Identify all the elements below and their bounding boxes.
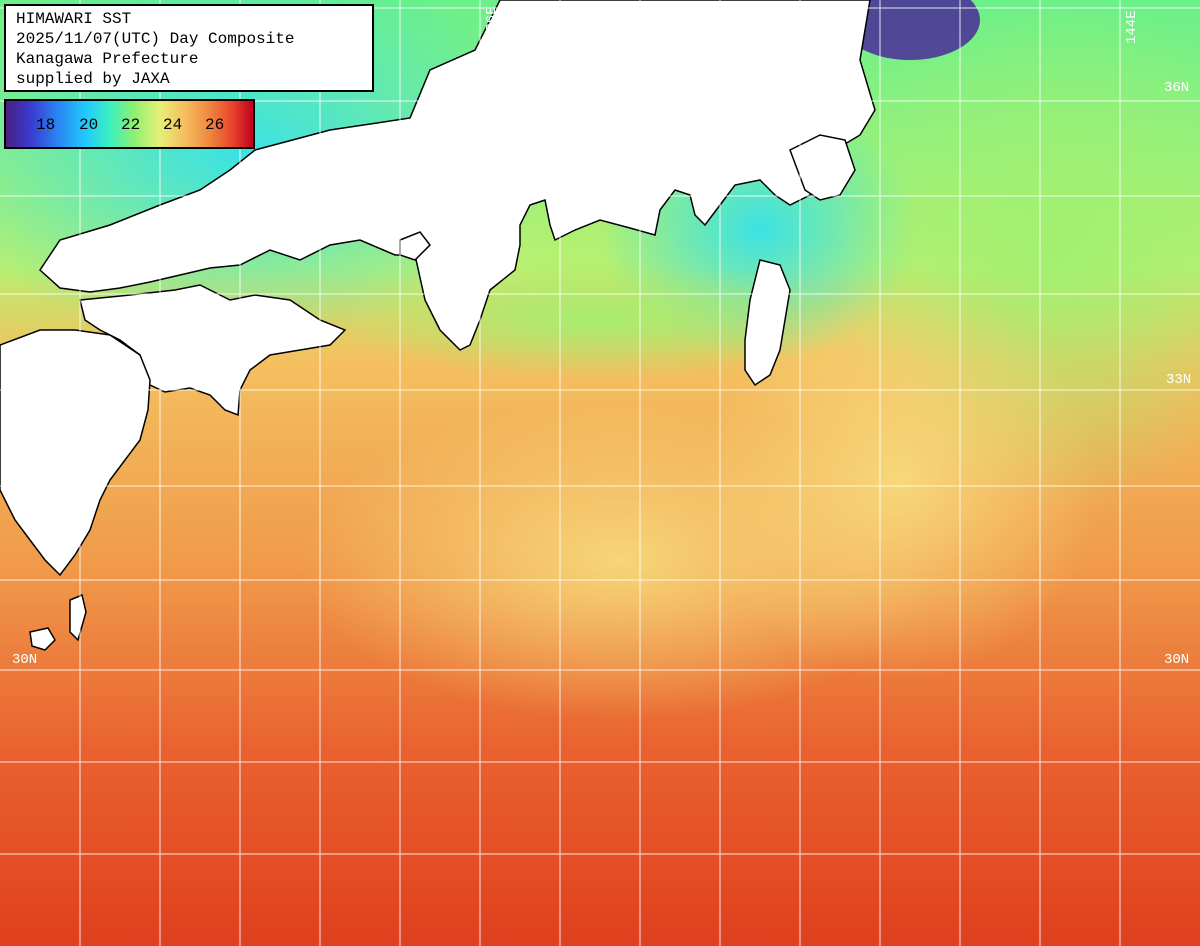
legend-tick-20: 20 [79,116,99,134]
lat-label-33n: 33N [1166,372,1192,388]
title-date: 2025/11/07(UTC) Day Composite [16,30,295,48]
lat-label-30n-left: 30N [12,652,38,668]
lat-label-36n: 36N [1164,80,1190,96]
legend-tick-26: 26 [205,116,225,134]
land-masses [0,0,876,651]
legend-tick-22: 22 [121,116,141,134]
title-credit: supplied by JAXA [16,70,170,88]
title-block: HIMAWARI SST 2025/11/07(UTC) Day Composi… [4,4,374,92]
lon-label-136e: 136E [484,6,500,40]
cold-eddy-ne [840,0,980,60]
color-legend: 18 20 22 24 26 [4,99,255,149]
title-product: HIMAWARI SST [16,10,132,28]
legend-tick-24: 24 [163,116,183,134]
land-izu [744,259,791,387]
lon-label-144e: 144E [1124,10,1140,44]
lat-label-30n-right: 30N [1164,652,1190,668]
legend-tick-labels: 18 20 22 24 26 [6,115,253,135]
land-kyushu [0,329,151,577]
land-boso [789,134,856,201]
land-yakushima [29,627,56,651]
title-region: Kanagawa Prefecture [16,50,199,68]
legend-tick-18: 18 [36,116,56,134]
